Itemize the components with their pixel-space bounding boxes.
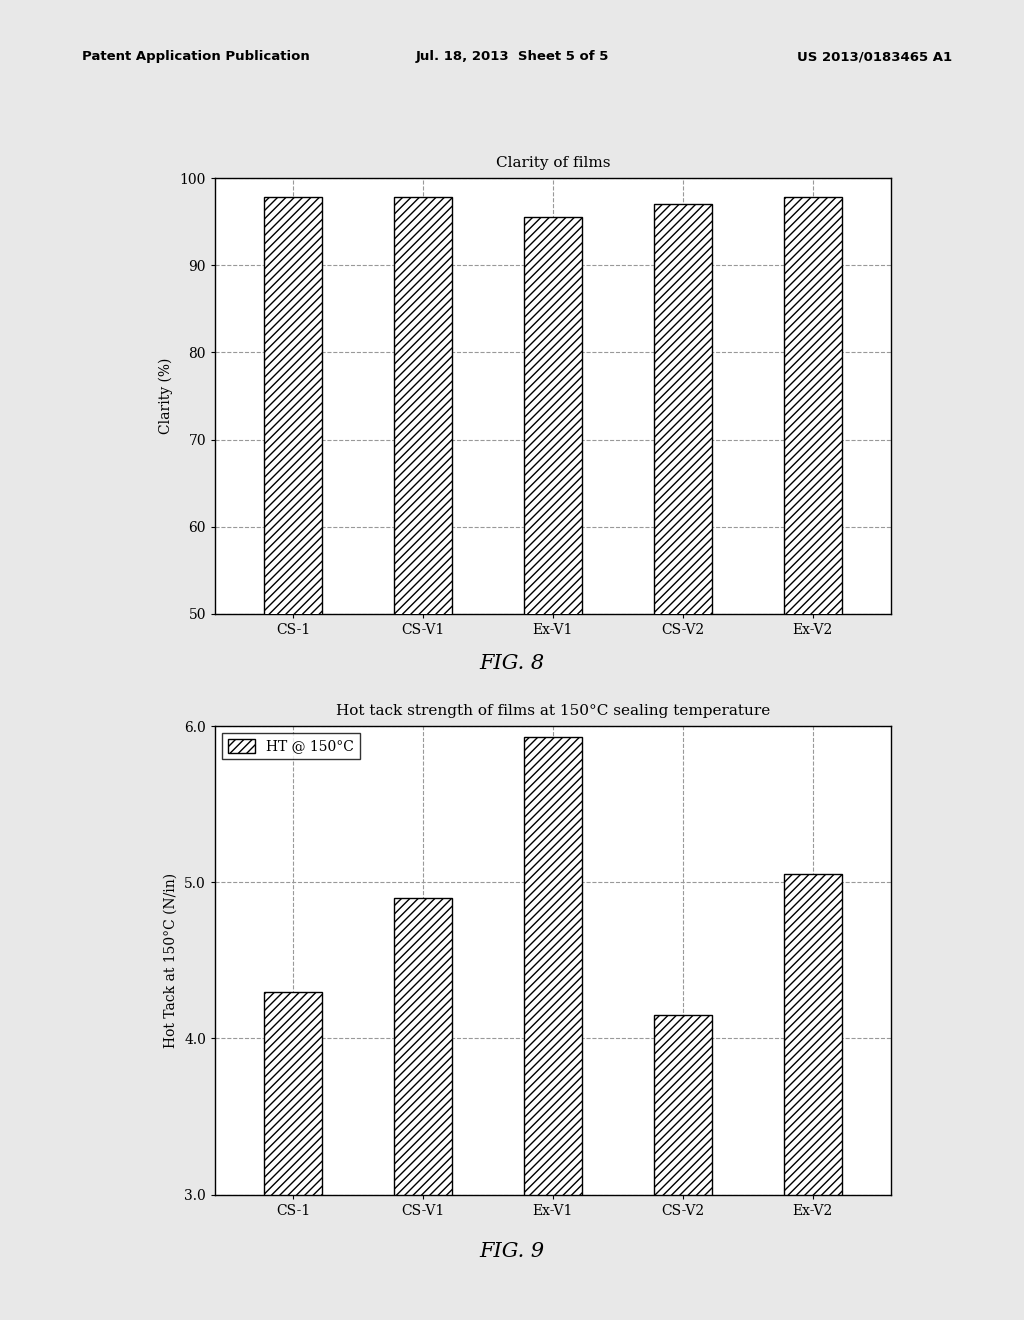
Bar [783, 198, 842, 1049]
Bar [653, 205, 712, 1049]
Text: Jul. 18, 2013  Sheet 5 of 5: Jul. 18, 2013 Sheet 5 of 5 [416, 50, 608, 63]
Text: US 2013/0183465 A1: US 2013/0183465 A1 [798, 50, 952, 63]
Text: Patent Application Publication: Patent Application Publication [82, 50, 309, 63]
Text: FIG. 9: FIG. 9 [479, 1242, 545, 1261]
Bar [523, 737, 583, 1195]
Bar [523, 218, 583, 1049]
Y-axis label: Hot Tack at 150°C (N/in): Hot Tack at 150°C (N/in) [163, 873, 177, 1048]
Title: Hot tack strength of films at 150°C sealing temperature: Hot tack strength of films at 150°C seal… [336, 704, 770, 718]
Title: Clarity of films: Clarity of films [496, 156, 610, 170]
Y-axis label: Clarity (%): Clarity (%) [159, 358, 173, 434]
Bar [394, 898, 453, 1195]
Bar [394, 198, 453, 1049]
Bar [264, 991, 323, 1195]
Text: FIG. 8: FIG. 8 [479, 655, 545, 673]
Legend: HT @ 150°C: HT @ 150°C [222, 733, 359, 759]
Bar [653, 1015, 712, 1195]
Bar [264, 198, 323, 1049]
Bar [783, 874, 842, 1195]
